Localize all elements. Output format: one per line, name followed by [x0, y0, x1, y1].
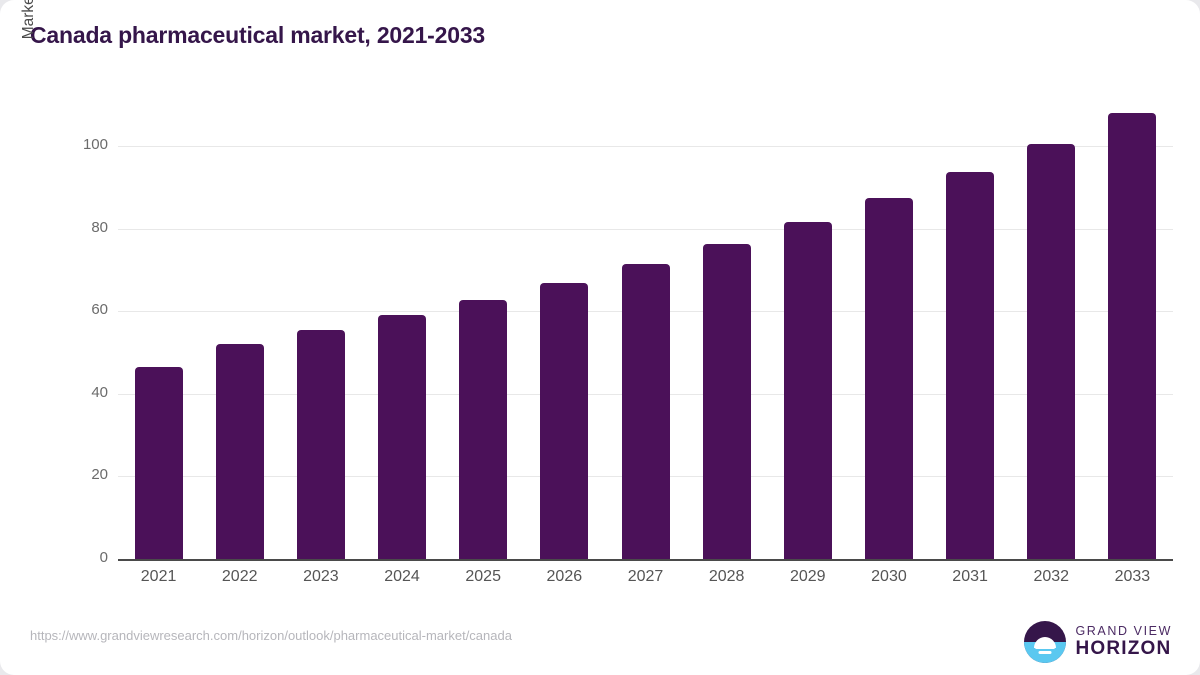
gridline [118, 228, 1173, 230]
logo-brand-top: GRAND VIEW [1075, 624, 1172, 639]
x-tick-label-2031: 2031 [952, 568, 988, 585]
bar-2028[interactable] [702, 243, 751, 559]
bar-2021[interactable] [134, 366, 183, 559]
x-tick-label-2025: 2025 [465, 568, 501, 585]
x-tick-label-2027: 2027 [627, 568, 664, 585]
x-tick-label-2023: 2023 [303, 568, 339, 585]
x-tick-label-2024: 2024 [384, 568, 420, 585]
logo-text: GRAND VIEW HORIZON [1075, 624, 1172, 659]
x-tick-label-2021: 2021 [140, 568, 177, 585]
logo-sun-shape [1034, 636, 1057, 648]
bar-2026[interactable] [540, 283, 589, 559]
bar-2022[interactable] [215, 343, 264, 559]
sun-circle-icon [1024, 621, 1067, 663]
logo-ray-bottom [1038, 651, 1052, 654]
bar-2025[interactable] [459, 299, 508, 559]
y-tick-label: 0 [99, 549, 108, 566]
y-axis-label: Market Size (US$M) [14, 0, 44, 176]
x-tick-label-2029: 2029 [789, 568, 826, 585]
y-tick-label: 20 [91, 466, 108, 484]
y-tick-label: 100 [82, 136, 108, 153]
grand-view-horizon-logo[interactable]: GRAND VIEW HORIZON [1024, 620, 1172, 664]
y-tick-label: 40 [91, 383, 108, 401]
y-tick-label: 80 [91, 218, 108, 236]
bar-2024[interactable] [378, 315, 427, 559]
bar-2023[interactable] [296, 330, 345, 559]
y-axis-label-wrapper: Market Size (US$M) [14, 0, 44, 176]
bar-2031[interactable] [946, 172, 995, 559]
x-axis-line [118, 559, 1173, 561]
bar-2032[interactable] [1027, 143, 1076, 559]
x-tick-label-2032: 2032 [1033, 568, 1070, 585]
x-tick-label-2033: 2033 [1114, 568, 1151, 585]
bar-2033[interactable] [1108, 112, 1157, 559]
logo-brand-bottom: HORIZON [1075, 637, 1172, 659]
bar-2029[interactable] [783, 222, 832, 559]
x-tick-label-2030: 2030 [871, 568, 907, 585]
source-url[interactable]: https://www.grandviewresearch.com/horizo… [30, 628, 512, 643]
bar-2030[interactable] [864, 198, 913, 559]
x-tick-label-2022: 2022 [221, 568, 258, 585]
page-title: Canada pharmaceutical market, 2021-2033 [30, 22, 486, 48]
x-tick-label-2028: 2028 [708, 568, 745, 585]
plot-area [118, 112, 1173, 559]
logo-ray-top [1035, 646, 1056, 649]
bar-2027[interactable] [621, 264, 670, 559]
x-tick-label-2026: 2026 [546, 568, 583, 585]
y-tick-label: 60 [91, 301, 108, 319]
gridline [118, 146, 1173, 147]
